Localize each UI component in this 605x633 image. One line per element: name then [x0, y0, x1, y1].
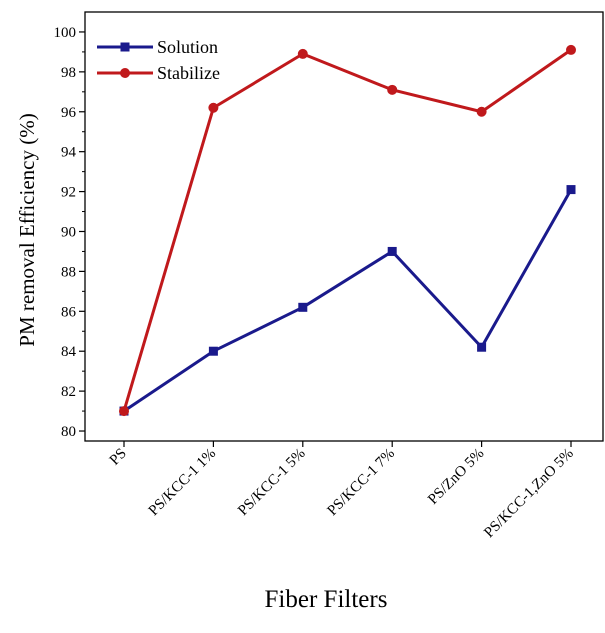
series-stabilize — [119, 44, 576, 417]
plot-frame — [84, 11, 604, 442]
data-point — [566, 44, 576, 55]
y-tick-label: 86 — [61, 304, 77, 320]
legend-item: Solution — [97, 37, 218, 57]
series-line — [122, 48, 572, 412]
legend-marker — [120, 42, 130, 52]
y-tick-label: 98 — [61, 65, 76, 81]
legend-label: Solution — [157, 37, 218, 57]
x-tick-label: PS/KCC-1,ZnO 5% — [481, 446, 577, 542]
y-tick-label: 88 — [61, 264, 76, 280]
data-point — [387, 246, 397, 256]
legend-item: Stabilize — [97, 63, 220, 83]
y-tick-label: 92 — [61, 185, 76, 201]
y-axis: 80 82 84 86 88 90 92 94 96 98 100 — [54, 25, 85, 440]
data-point — [566, 185, 576, 195]
data-point — [208, 102, 219, 113]
legend-label: Stabilize — [157, 63, 220, 83]
data-point — [208, 346, 218, 356]
plot-border — [84, 11, 604, 442]
legend-marker — [120, 68, 130, 78]
series-line — [123, 188, 573, 413]
data-point — [387, 84, 398, 95]
y-tick-label: 82 — [61, 384, 76, 400]
x-tick-label: PS/ZnO 5% — [425, 446, 487, 508]
y-tick-label: 94 — [61, 145, 77, 161]
x-tick-label: PS/KCC-1 7% — [325, 446, 398, 519]
y-axis-title: PM removal Efficiency (%) — [15, 113, 39, 346]
series-layer — [119, 44, 576, 417]
data-point — [298, 302, 308, 312]
legend: Solution Stabilize — [97, 37, 220, 83]
data-point — [477, 342, 487, 352]
y-tick-label: 100 — [54, 25, 77, 41]
x-tick-label: PS — [107, 446, 130, 469]
data-point — [119, 406, 129, 417]
data-point — [476, 106, 487, 117]
series-solution — [119, 185, 576, 416]
x-tick-label: PS/KCC-1 1% — [146, 446, 219, 519]
y-tick-label: 90 — [61, 224, 76, 240]
y-tick-label: 80 — [61, 424, 76, 440]
x-axis-title: Fiber Filters — [265, 586, 388, 613]
x-tick-label: PS/KCC-1 5% — [235, 446, 308, 519]
data-point — [297, 48, 308, 59]
y-tick-label: 84 — [61, 344, 77, 360]
x-axis: PS PS/KCC-1 1% PS/KCC-1 5% PS/KCC-1 7% PS/Zn… — [107, 441, 577, 541]
y-tick-label: 96 — [61, 105, 77, 121]
